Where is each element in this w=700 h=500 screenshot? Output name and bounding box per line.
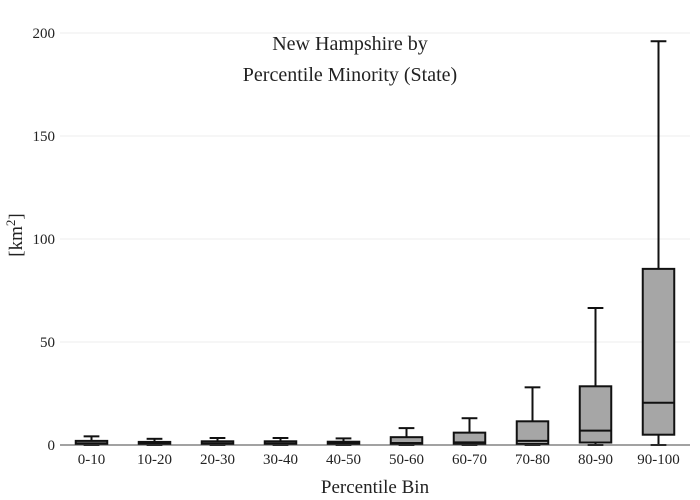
box-70-80: [515, 386, 550, 446]
box-50-60: [389, 427, 424, 446]
x-axis-title: Percentile Bin: [321, 477, 430, 498]
box-iqr: [389, 436, 424, 446]
box-iqr: [452, 431, 487, 446]
y-tick-label: 50: [40, 335, 55, 351]
x-axis-ticks: 0-10 10-20 20-30 30-40 40-50 50-60 60-70 70-80 8…: [78, 452, 680, 468]
box-0-10: [74, 435, 109, 446]
y-axis-title-base: [km: [6, 226, 27, 257]
box-iqr: [515, 420, 550, 445]
chart-title-line-1: New Hampshire by: [272, 33, 428, 55]
x-tick-label: 0-10: [78, 452, 106, 468]
y-tick-label: 100: [33, 232, 56, 248]
boxes: [74, 40, 676, 446]
x-tick-label: 80-90: [578, 452, 613, 468]
x-tick-label: 90-100: [637, 452, 680, 468]
x-tick-label: 70-80: [515, 452, 550, 468]
box-60-70: [452, 417, 487, 446]
y-axis-ticks: 0 50 100 150 200: [33, 26, 56, 454]
y-axis-title-close: ]: [6, 213, 27, 219]
gridlines: [60, 32, 690, 343]
box-iqr: [641, 267, 676, 436]
y-tick-label: 0: [48, 438, 56, 454]
box-20-30: [200, 436, 235, 446]
x-tick-label: 20-30: [200, 452, 235, 468]
box-40-50: [326, 437, 361, 446]
box-30-40: [263, 436, 298, 446]
box-80-90: [578, 307, 613, 446]
y-tick-label: 150: [33, 129, 56, 145]
y-tick-label: 200: [33, 26, 56, 42]
x-tick-label: 40-50: [326, 452, 361, 468]
x-tick-label: 10-20: [137, 452, 172, 468]
box-10-20: [137, 437, 172, 446]
box-iqr: [578, 385, 613, 444]
chart-title-line-2: Percentile Minority (State): [243, 64, 457, 86]
x-tick-label: 60-70: [452, 452, 487, 468]
y-axis-title: [km2]: [3, 213, 27, 256]
x-tick-label: 30-40: [263, 452, 298, 468]
x-tick-label: 50-60: [389, 452, 424, 468]
box-90-100: [641, 40, 676, 446]
y-axis-title-superscript: 2: [3, 220, 18, 227]
